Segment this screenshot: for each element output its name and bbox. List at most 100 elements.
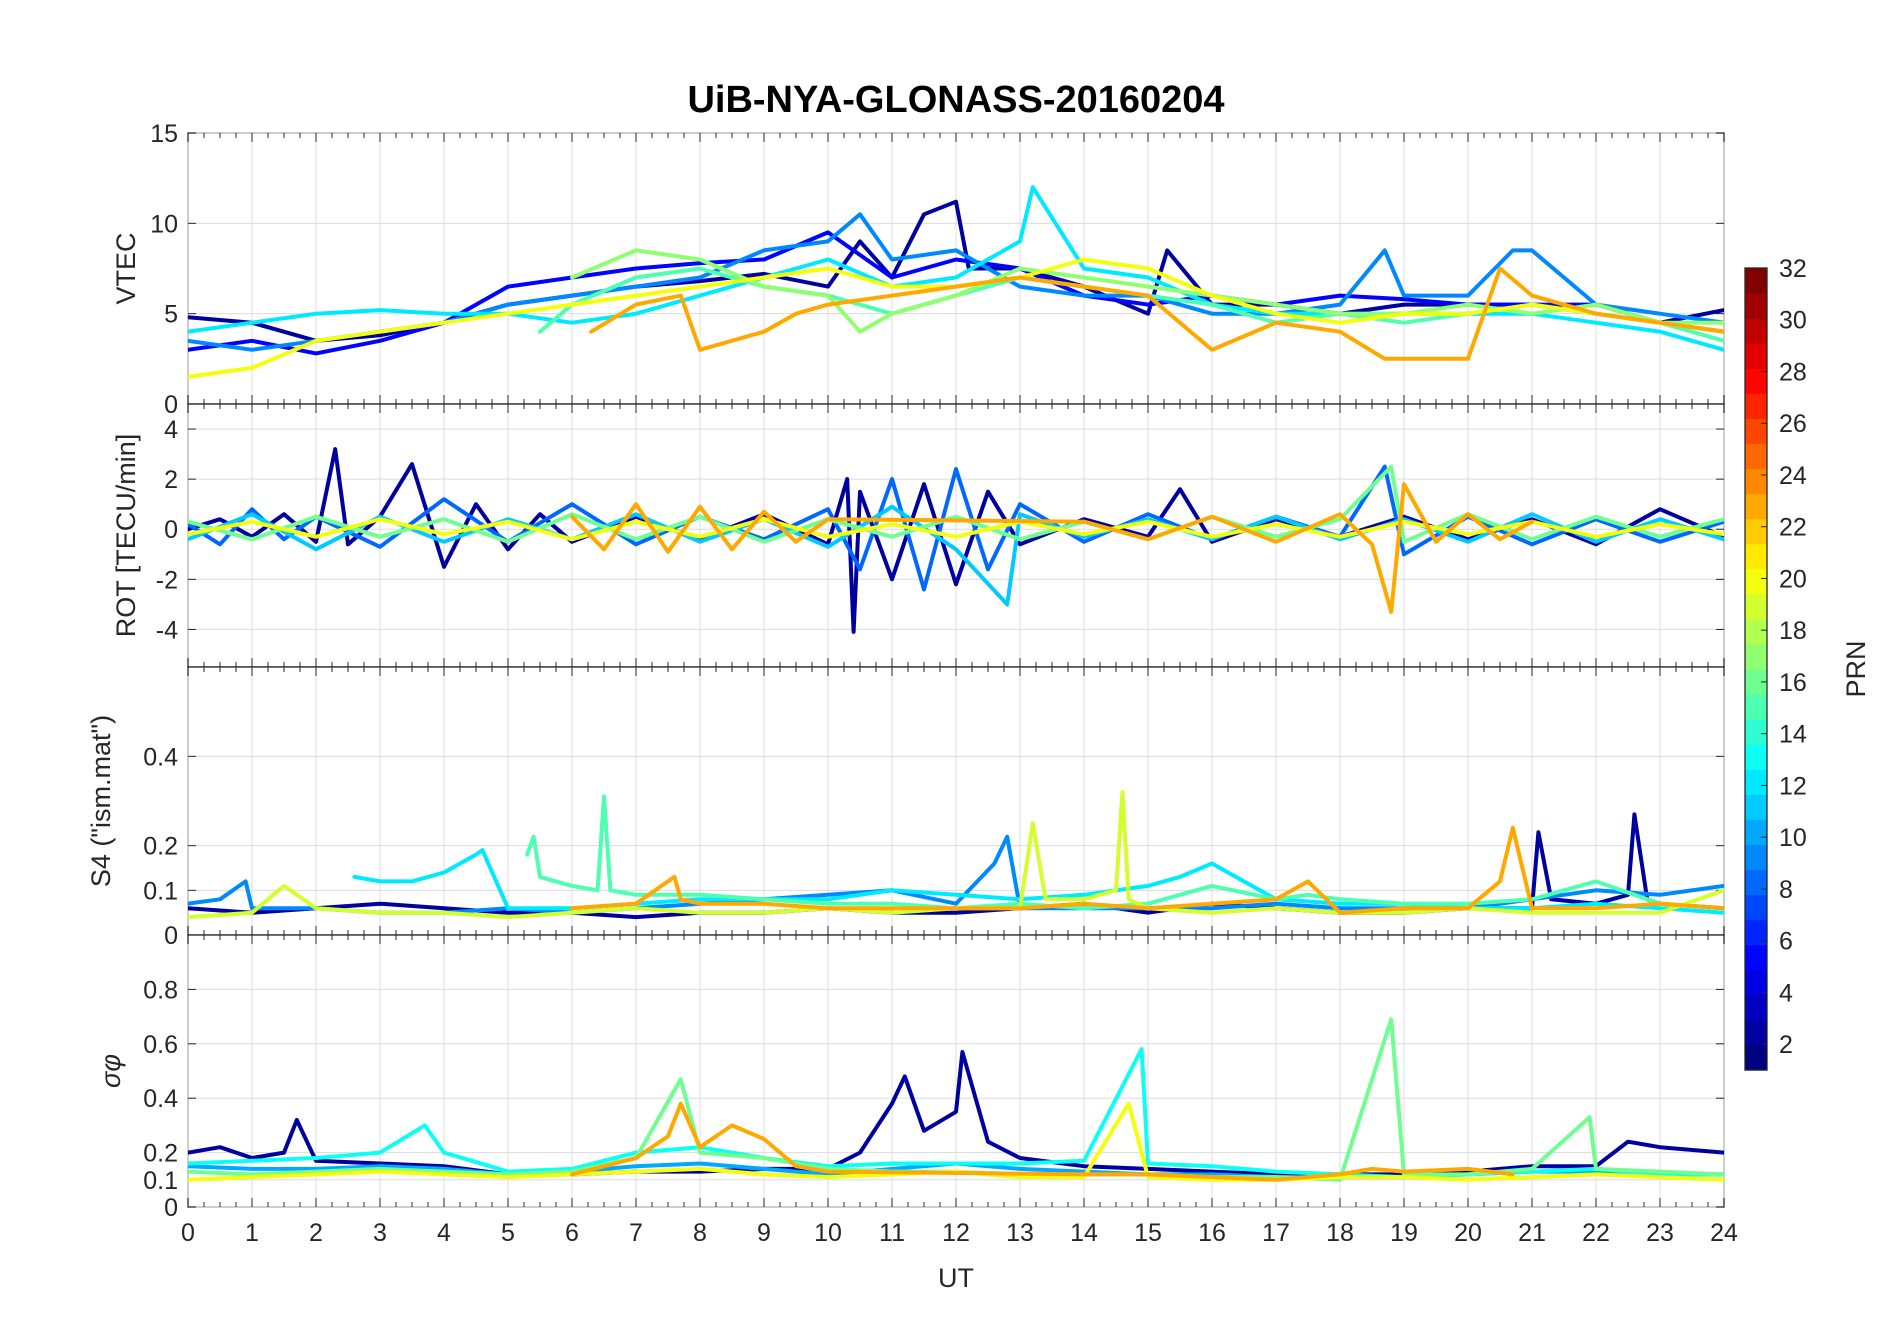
colorbar-segment [1745,844,1767,871]
x-tick-label: 20 [1454,1219,1482,1247]
colorbar-tick-label: 32 [1779,255,1807,283]
y-axis-label: VTEC [111,232,141,304]
colorbar-segment [1745,794,1767,820]
series-prn-11 [188,504,1724,607]
chart-title: UiB-NYA-GLONASS-20160204 [687,79,1224,121]
y-tick-label: -2 [156,566,178,594]
colorbar-tick-label: 10 [1779,824,1807,852]
series-prn-8 [188,464,1724,592]
colorbar-segment [1745,969,1767,996]
y-axis-label: ROT [TECU/min] [111,434,141,638]
x-tick-label: 4 [437,1219,451,1247]
panel-sigma_phi: 00.10.2 0.4 0.6 0.8 σφ [96,934,1725,1222]
colorbar-segment [1745,869,1767,896]
x-tick-label: 21 [1518,1219,1546,1247]
x-tick-label: 2 [309,1219,323,1247]
y-tick-label: 15 [150,120,178,148]
colorbar-tick-label: 20 [1779,565,1807,593]
series-prn-20 [188,517,1724,542]
x-tick-label: 16 [1198,1219,1226,1247]
x-tick-label: 18 [1326,1219,1354,1247]
x-tick-label: 11 [879,1219,905,1247]
colorbar-tick-label: 6 [1779,928,1793,956]
x-tick-label: 13 [1006,1219,1034,1247]
colorbar-segment [1745,318,1767,344]
colorbar-segment [1745,493,1767,520]
y-tick-label: 5 [164,301,178,329]
y-tick-label: 0.1 [143,1167,178,1195]
colorbar-segment [1745,1044,1767,1071]
series-prn-19 [188,790,1724,920]
colorbar-tick-label: 14 [1779,721,1807,749]
y-axis-label: σφ [96,1054,126,1088]
colorbar-segment [1745,894,1767,921]
colorbar-segment [1745,443,1767,470]
x-tick-label: 9 [757,1219,771,1247]
y-tick-label: 0.4 [143,743,178,771]
x-tick-label: 5 [501,1219,515,1247]
x-tick-label: 24 [1710,1219,1738,1247]
colorbar-segment [1745,268,1767,294]
colorbar-frame [1744,267,1768,1071]
series-prn-17 [570,248,1724,334]
colorbar-tick-label: 12 [1779,772,1807,800]
colorbar-segment [1745,618,1767,645]
y-tick-label: 0.8 [143,976,178,1004]
series-prn-23 [589,266,1724,361]
x-tick-label: 10 [814,1219,842,1247]
y-axis-label: S4 ("ism.mat") [86,715,116,887]
colorbar-segment [1745,293,1767,319]
colorbar-segment [1745,643,1767,670]
x-axis-label: UT [938,1263,974,1293]
colorbar-tick-label: 26 [1779,410,1807,438]
x-tick-label: 22 [1582,1219,1610,1247]
x-tick-label: 0 [181,1219,195,1247]
colorbar-tick-label: 2 [1779,1031,1793,1059]
y-tick-label: 0 [164,516,178,544]
series-group [188,447,1724,634]
colorbar-segment [1745,919,1767,946]
colorbar-segment [1745,694,1767,720]
colorbar-segment [1745,669,1767,695]
colorbar-segment [1745,468,1767,495]
colorbar-segment [1745,343,1767,369]
x-tick-label: 8 [693,1219,707,1247]
colorbar-segment [1745,744,1767,770]
colorbar-segment [1745,1019,1767,1046]
colorbar-tick-label: 16 [1779,669,1807,697]
colorbar-tick-label: 18 [1779,617,1807,645]
series-prn-23 [570,825,1724,915]
panel-vtec: 0 5 10 15 VTEC [111,120,1725,419]
colorbar-tick-label: 30 [1779,307,1807,335]
colorbar-label: PRN [1841,640,1871,697]
y-tick-label: 0.1 [143,877,178,905]
y-tick-label: 10 [150,210,178,238]
colorbar-segment [1745,994,1767,1021]
y-tick-label: 0 [164,1194,178,1222]
colorbar-tick-label: 22 [1779,514,1807,542]
series-prn-15 [525,794,1724,911]
x-tick-label: 12 [942,1219,970,1247]
panel-rot: -4 -2 0 2 4 ROT [TECU/min] [111,403,1725,668]
colorbar-segment [1745,819,1767,846]
colorbar-tick-label: 28 [1779,358,1807,386]
x-tick-label: 19 [1390,1219,1418,1247]
x-tick-label: 17 [1262,1219,1290,1247]
panel-s4: 0 0.1 0.2 0.4 S4 ("ism.mat") [86,666,1725,950]
x-tick-label: 6 [565,1219,579,1247]
x-tick-label: 15 [1134,1219,1162,1247]
series-group [188,790,1724,920]
y-tick-label: 4 [164,416,178,444]
x-tick-label: 7 [629,1219,643,1247]
colorbar-segment [1745,593,1767,620]
series-prn-23 [570,482,1534,614]
colorbar-segment [1745,944,1767,971]
y-tick-label: 0.4 [143,1085,178,1113]
y-tick-label: 0.2 [143,833,178,861]
colorbar-tick-label: 4 [1779,979,1793,1007]
y-tick-label: 0 [164,391,178,419]
colorbar-segment [1745,719,1767,745]
